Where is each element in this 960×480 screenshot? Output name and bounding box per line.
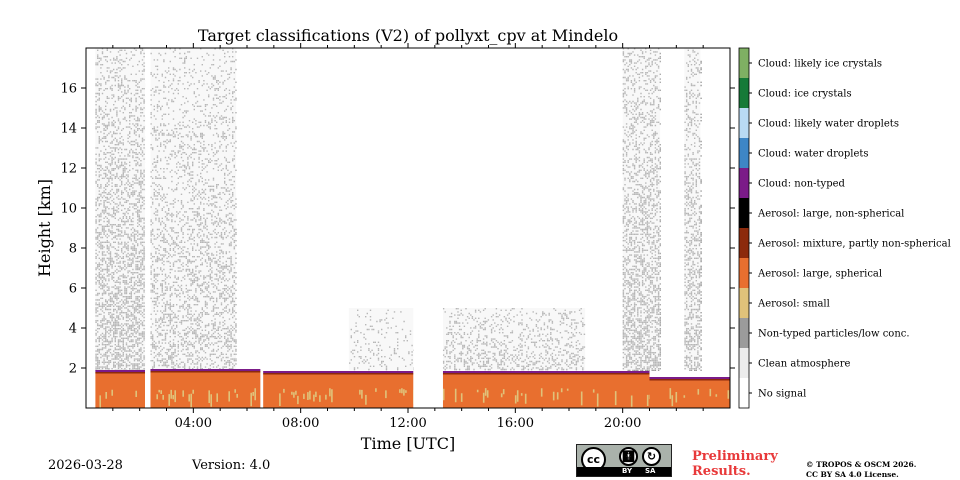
x-tick-label: 16:00 xyxy=(497,416,534,431)
y-tick-label: 4 xyxy=(69,322,77,337)
x-tick-label: 20:00 xyxy=(604,416,641,431)
noise-region-0 xyxy=(95,48,147,372)
colorbar-label: Cloud: non-typed xyxy=(758,179,846,190)
colorbar-label: No signal xyxy=(758,389,806,400)
colorbar-label: Cloud: likely water droplets xyxy=(758,119,899,130)
colorbar-swatch xyxy=(739,78,749,108)
preliminary-line-2: Results. xyxy=(692,464,751,479)
colorbar-label: Aerosol: large, spherical xyxy=(757,269,882,280)
colorbar-swatch xyxy=(739,318,749,348)
boundary-layer-segment-3 xyxy=(442,371,651,408)
colorbar-label: Non-typed particles/low conc. xyxy=(758,329,910,340)
boundary-layer-segment-1 xyxy=(150,369,261,408)
noise-region-4 xyxy=(622,48,661,372)
chart-title: Target classifications (V2) of pollyxt_c… xyxy=(198,26,618,45)
y-tick-label: 8 xyxy=(69,242,77,257)
noise-region-1 xyxy=(150,48,237,372)
colorbar-swatch xyxy=(739,198,749,228)
data-gap-0 xyxy=(145,48,151,408)
license-sa-label: SA xyxy=(645,467,656,475)
copyright-note: © TROPOS & OSCM 2026. CC BY SA 4.0 Licen… xyxy=(806,460,916,480)
copyright-line-2: CC BY SA 4.0 License. xyxy=(806,470,899,479)
data-gap-1 xyxy=(260,48,264,408)
y-tick-label: 10 xyxy=(60,202,77,217)
copyright-line-1: © TROPOS & OSCM 2026. xyxy=(806,460,917,469)
colorbar-swatch xyxy=(739,378,749,408)
boundary-layer-segment-4 xyxy=(649,377,730,408)
data-gap-2 xyxy=(413,48,443,408)
license-by-label: BY xyxy=(622,467,633,475)
y-tick-label: 2 xyxy=(69,362,77,377)
colorbar-frame xyxy=(738,47,750,409)
colorbar-swatch xyxy=(739,48,749,78)
plot-area xyxy=(85,47,731,409)
license-band xyxy=(577,467,671,476)
x-tick-label: 08:00 xyxy=(282,416,319,431)
y-tick-label: 6 xyxy=(69,282,77,297)
colorbar-legend: Cloud: likely ice crystals Cloud: ice cry… xyxy=(738,47,951,409)
colorbar-swatch xyxy=(739,258,749,288)
colorbar-label: Cloud: likely ice crystals xyxy=(758,59,882,70)
footer-date: 2026-03-28 xyxy=(48,458,123,473)
boundary-layer-segment-0 xyxy=(95,370,146,409)
y-tick-label: 14 xyxy=(60,122,77,137)
plot-background xyxy=(86,48,730,408)
colorbar-swatch xyxy=(739,228,749,258)
y-axis: 2 4 6 8 10 12 14 16 xyxy=(60,82,735,377)
license-badge: cc 🚹︎ ↻ BY SA xyxy=(576,444,672,477)
boundary-layer-segment-2 xyxy=(263,371,415,408)
colorbar-label: Cloud: water droplets xyxy=(758,149,869,160)
colorbar-label: Cloud: ice crystals xyxy=(758,89,852,100)
x-axis-label: Time [UTC] xyxy=(361,434,455,453)
preliminary-results-note: Preliminary Results. xyxy=(692,449,778,479)
y-axis-label: Height [km] xyxy=(35,179,54,277)
colorbar-label: Clean atmosphere xyxy=(758,359,851,370)
colorbar-swatch xyxy=(739,348,749,378)
colorbar-swatch xyxy=(739,288,749,318)
attribution-icon: 🚹︎ xyxy=(619,447,638,466)
noise-region-5 xyxy=(684,48,702,372)
x-tick-label: 04:00 xyxy=(175,416,212,431)
x-tick-label: 12:00 xyxy=(389,416,426,431)
colorbar-swatch xyxy=(739,108,749,138)
colorbar-swatch xyxy=(739,138,749,168)
colorbar-swatch xyxy=(739,168,749,198)
noise-region-3 xyxy=(442,308,586,371)
colorbar-label: Aerosol: small xyxy=(757,299,830,310)
preliminary-line-1: Preliminary xyxy=(692,449,778,464)
colorbar-label: Aerosol: mixture, partly non-spherical xyxy=(757,239,951,250)
y-tick-label: 12 xyxy=(60,162,77,177)
y-tick-label: 16 xyxy=(60,82,77,97)
share-alike-icon: ↻ xyxy=(642,447,661,466)
x-axis: 04:00 08:00 12:00 16:00 20:00 xyxy=(112,43,704,431)
footer-version: Version: 4.0 xyxy=(192,458,271,473)
colorbar-label: Aerosol: large, non-spherical xyxy=(757,209,904,220)
noise-region-2 xyxy=(348,308,415,371)
